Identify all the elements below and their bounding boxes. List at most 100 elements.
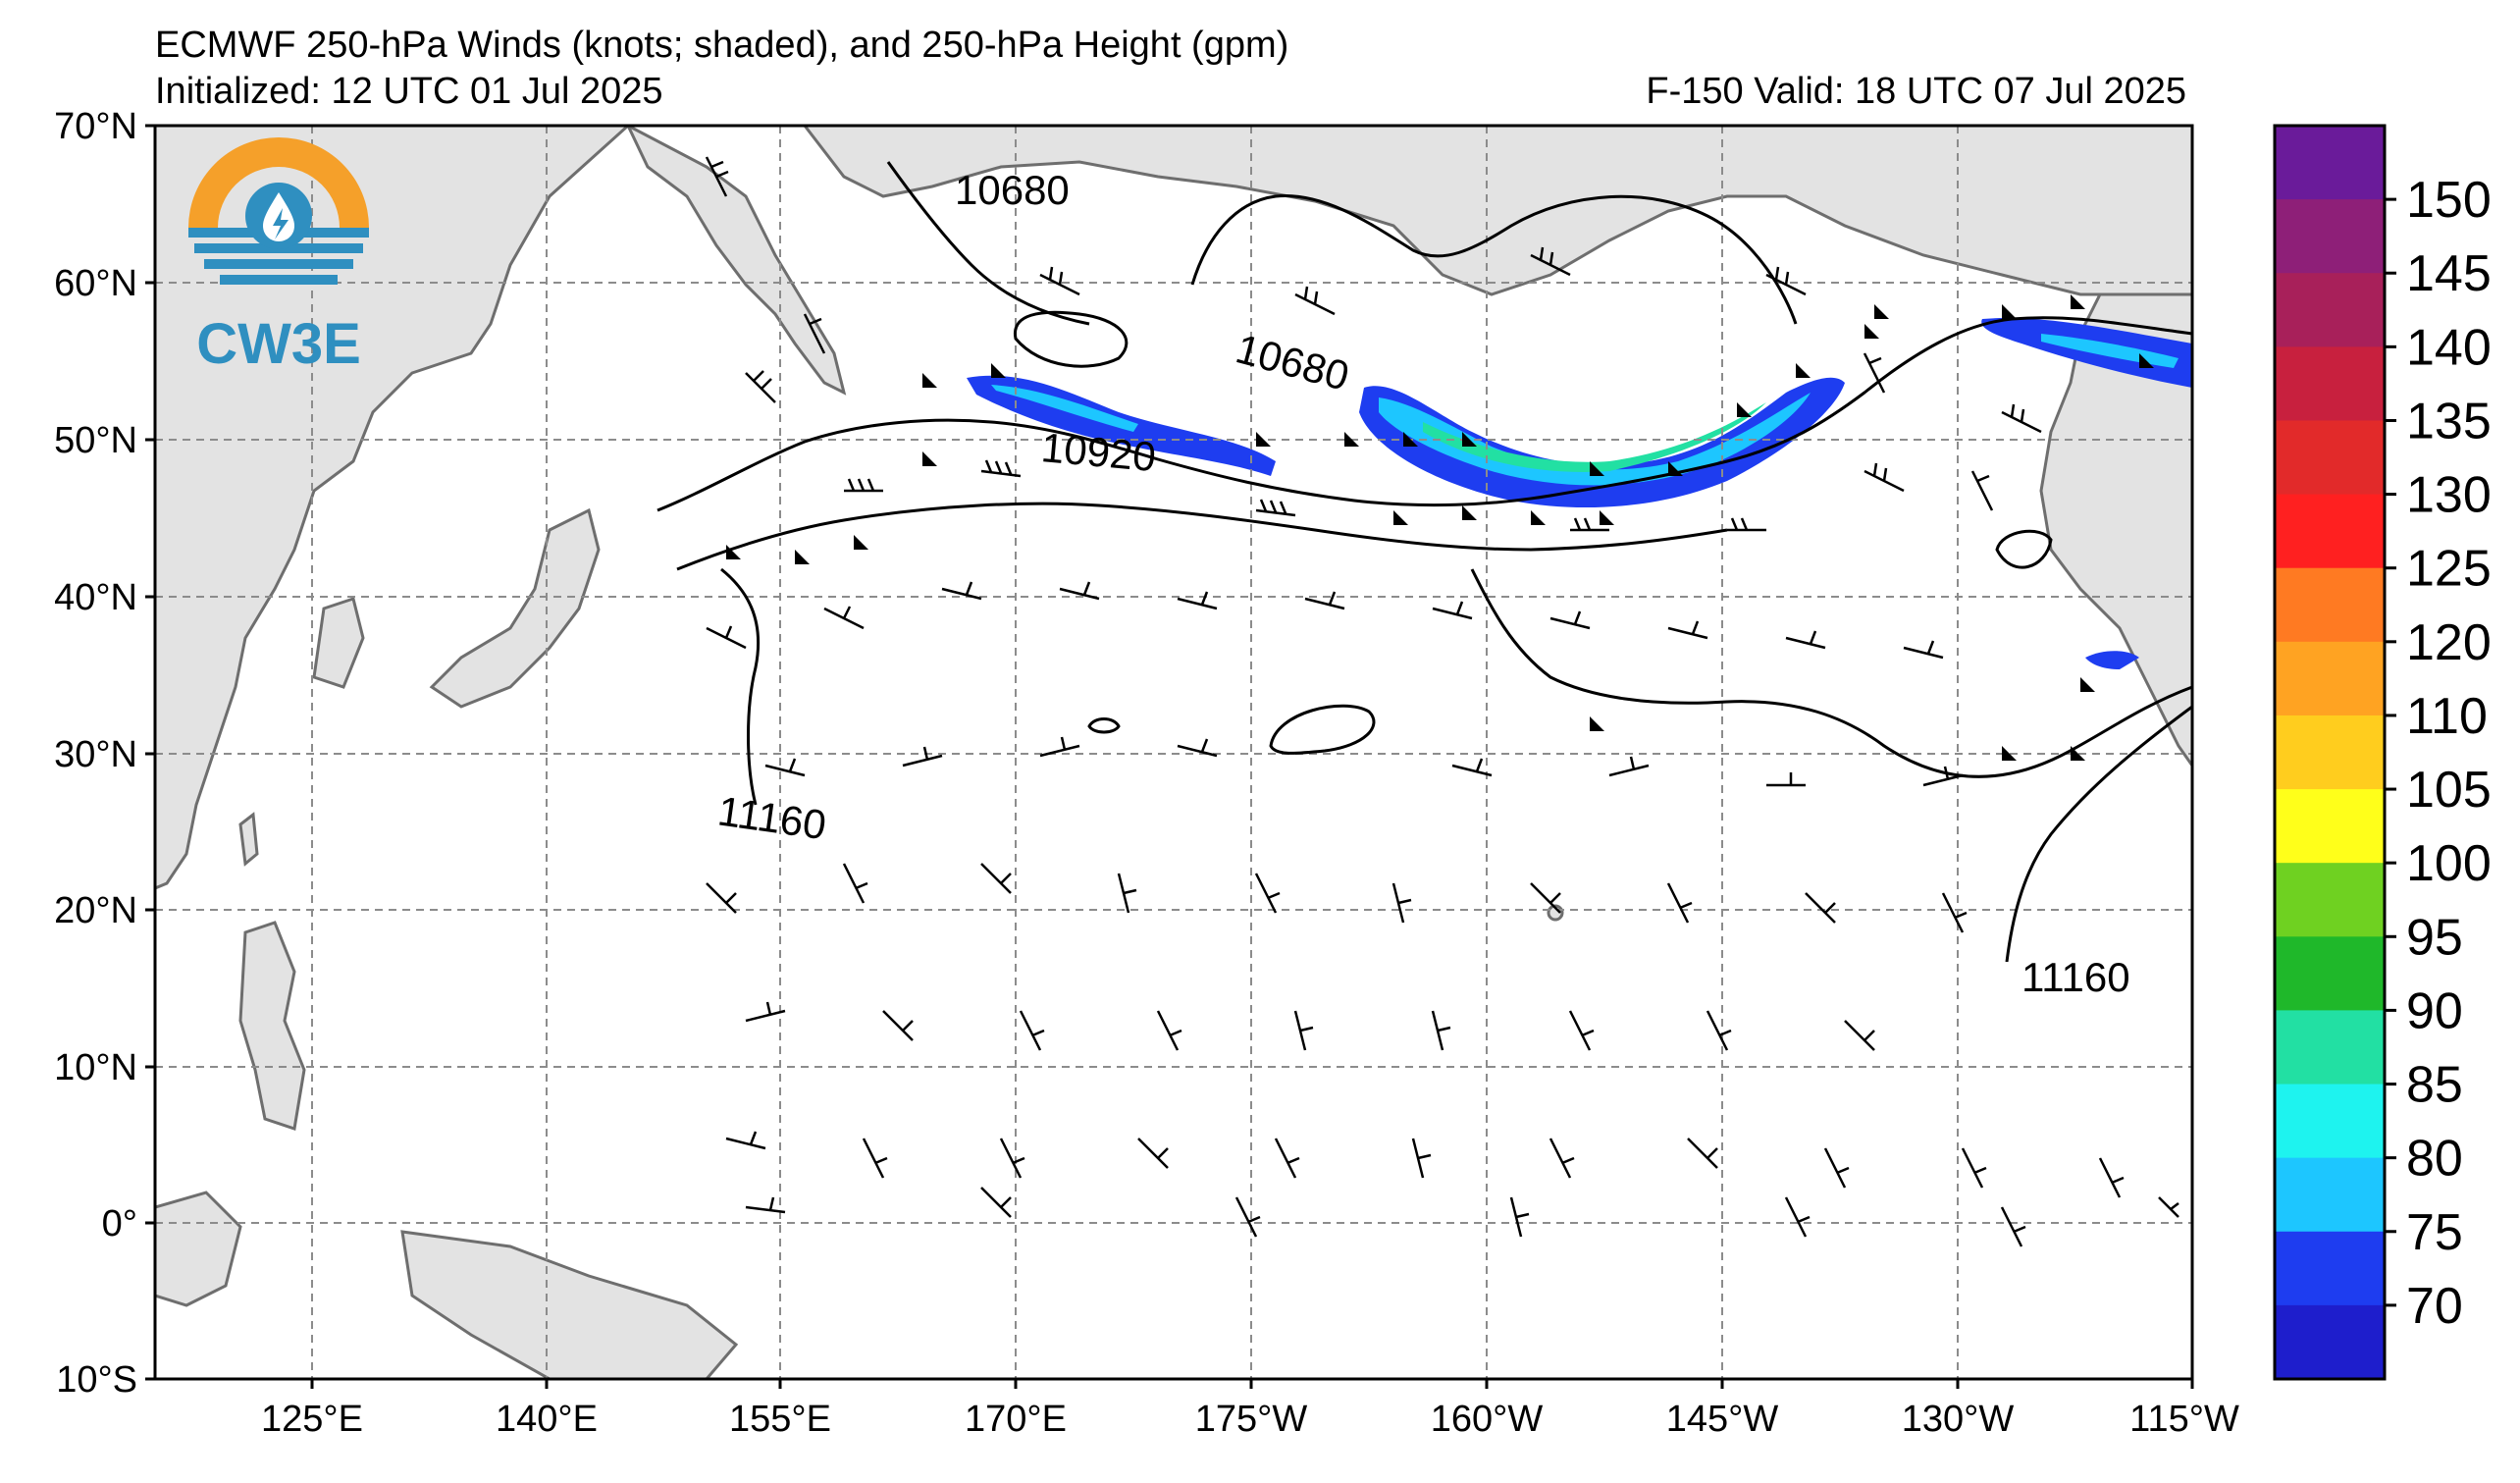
land-philippines	[238, 921, 306, 1131]
colorbar-label: 100	[2406, 835, 2492, 892]
logo-sun-arc	[188, 137, 369, 228]
land-masses	[155, 126, 2192, 1379]
lon-labels: 125°E 140°E 155°E 170°E 175°W 160°W 145°…	[261, 1399, 2239, 1440]
wind-barb	[1727, 517, 1766, 532]
wind-barb	[882, 1010, 914, 1041]
wind-barb	[1234, 1196, 1261, 1238]
wind-barb	[2098, 1157, 2125, 1198]
wind-flag	[854, 535, 868, 550]
wind-barb	[1785, 630, 1826, 650]
wind-barb	[1432, 601, 1473, 620]
map-panel	[155, 126, 2192, 1379]
colorbar-label: 90	[2406, 982, 2463, 1039]
wind-barb	[725, 1131, 766, 1150]
contour-loop-3	[1995, 529, 2053, 569]
wind-barb	[844, 478, 883, 493]
wind-flag	[1864, 324, 1879, 339]
colorbar-band	[2275, 1231, 2385, 1306]
wind-barb	[745, 1001, 786, 1023]
wind-barb	[706, 625, 747, 650]
wind-flag	[1462, 432, 1477, 447]
wind-barb	[1530, 882, 1561, 914]
valid-time: F-150 Valid: 18 UTC 07 Jul 2025	[1646, 71, 2186, 112]
wind-barb	[1137, 1138, 1169, 1169]
wind-barb	[1549, 1138, 1575, 1179]
contour-10680-loop	[1014, 310, 1129, 368]
lat-label: 0°	[102, 1203, 137, 1245]
colorbar-band	[2275, 273, 2385, 347]
wind-barb	[1509, 1196, 1530, 1238]
wind-barbs	[705, 156, 2179, 1247]
lon-label: 125°E	[261, 1399, 363, 1440]
logo-text: CW3E	[196, 312, 361, 376]
contour-label: 10920	[1039, 424, 1157, 480]
wind-flag	[1403, 432, 1418, 447]
wind-barb	[1304, 591, 1345, 610]
initialized-time: Initialized: 12 UTC 01 Jul 2025	[155, 71, 663, 112]
land-asia	[155, 126, 631, 890]
colorbar-band	[2275, 936, 2385, 1012]
contour-label: 11160	[2021, 954, 2130, 1000]
contour-11160-b	[2005, 705, 2192, 963]
lat-label: 40°N	[54, 577, 137, 618]
lat-label: 20°N	[54, 890, 137, 931]
colorbar-band	[2275, 1304, 2385, 1380]
wind-flag	[1590, 461, 1604, 476]
wind-barb	[1294, 286, 1336, 316]
colorbar-band	[2275, 420, 2385, 496]
wind-barb	[803, 313, 826, 354]
wind-flag	[2139, 353, 2154, 368]
colorbar-band	[2275, 199, 2385, 274]
land-japan	[429, 507, 601, 709]
wind-barb	[941, 581, 982, 601]
bolt-icon	[273, 208, 289, 239]
land-taiwan	[238, 812, 259, 867]
wind-barb	[1568, 1010, 1595, 1051]
colorbar-labels: 150 145 140 135 130 125 120 110 105 100 95 90 85 80 75…	[2385, 172, 2492, 1335]
colorbar-label: 150	[2406, 172, 2492, 229]
wind-flag	[1874, 304, 1889, 319]
wind-barb	[1177, 738, 1218, 758]
wind-barb	[2001, 403, 2042, 434]
colorbar-band	[2275, 1157, 2385, 1233]
wind-barb	[902, 746, 943, 768]
wind-barb	[1863, 352, 1886, 394]
wind-barb	[1059, 581, 1100, 601]
wind-flag	[991, 363, 1006, 378]
wind-barb	[1411, 1138, 1432, 1179]
contour-10920	[656, 316, 2192, 512]
jet-central	[1359, 377, 1845, 508]
wind-barb	[1903, 640, 1944, 660]
wind-flag	[1256, 432, 1271, 447]
wind-barb	[1019, 1010, 1045, 1051]
colorbar-band	[2275, 715, 2385, 790]
wind-flag	[1531, 510, 1546, 525]
wind-barb	[999, 1138, 1025, 1179]
wind-barb	[1039, 266, 1080, 296]
wind-barb	[1961, 1147, 1987, 1189]
wind-barb	[2158, 1196, 2179, 1218]
wind-barb	[1431, 1010, 1451, 1051]
wind-barb	[1039, 736, 1080, 758]
gridlines	[155, 126, 2192, 1379]
wind-barb	[1274, 1138, 1300, 1179]
wind-barb	[1570, 517, 1609, 532]
wind-barb	[1549, 610, 1591, 630]
lat-label: 60°N	[54, 263, 137, 304]
wind-barb	[980, 1187, 1012, 1218]
wind-flag	[1462, 505, 1477, 520]
wind-barb	[1765, 266, 1807, 296]
contour-loop-2	[1087, 717, 1121, 734]
colorbar-band	[2275, 789, 2385, 864]
wind-barb	[1177, 591, 1218, 610]
lon-label: 175°W	[1195, 1399, 1308, 1440]
wind-barb	[823, 606, 865, 630]
lon-label: 155°E	[729, 1399, 831, 1440]
lat-label: 10°N	[54, 1047, 137, 1088]
lat-label: 70°N	[54, 106, 137, 147]
colorbar-label: 130	[2406, 467, 2492, 524]
colorbar-band	[2275, 494, 2385, 569]
wind-barb	[1970, 470, 1994, 511]
jet-central-core	[1423, 402, 1766, 472]
wind-barb	[1805, 892, 1836, 924]
